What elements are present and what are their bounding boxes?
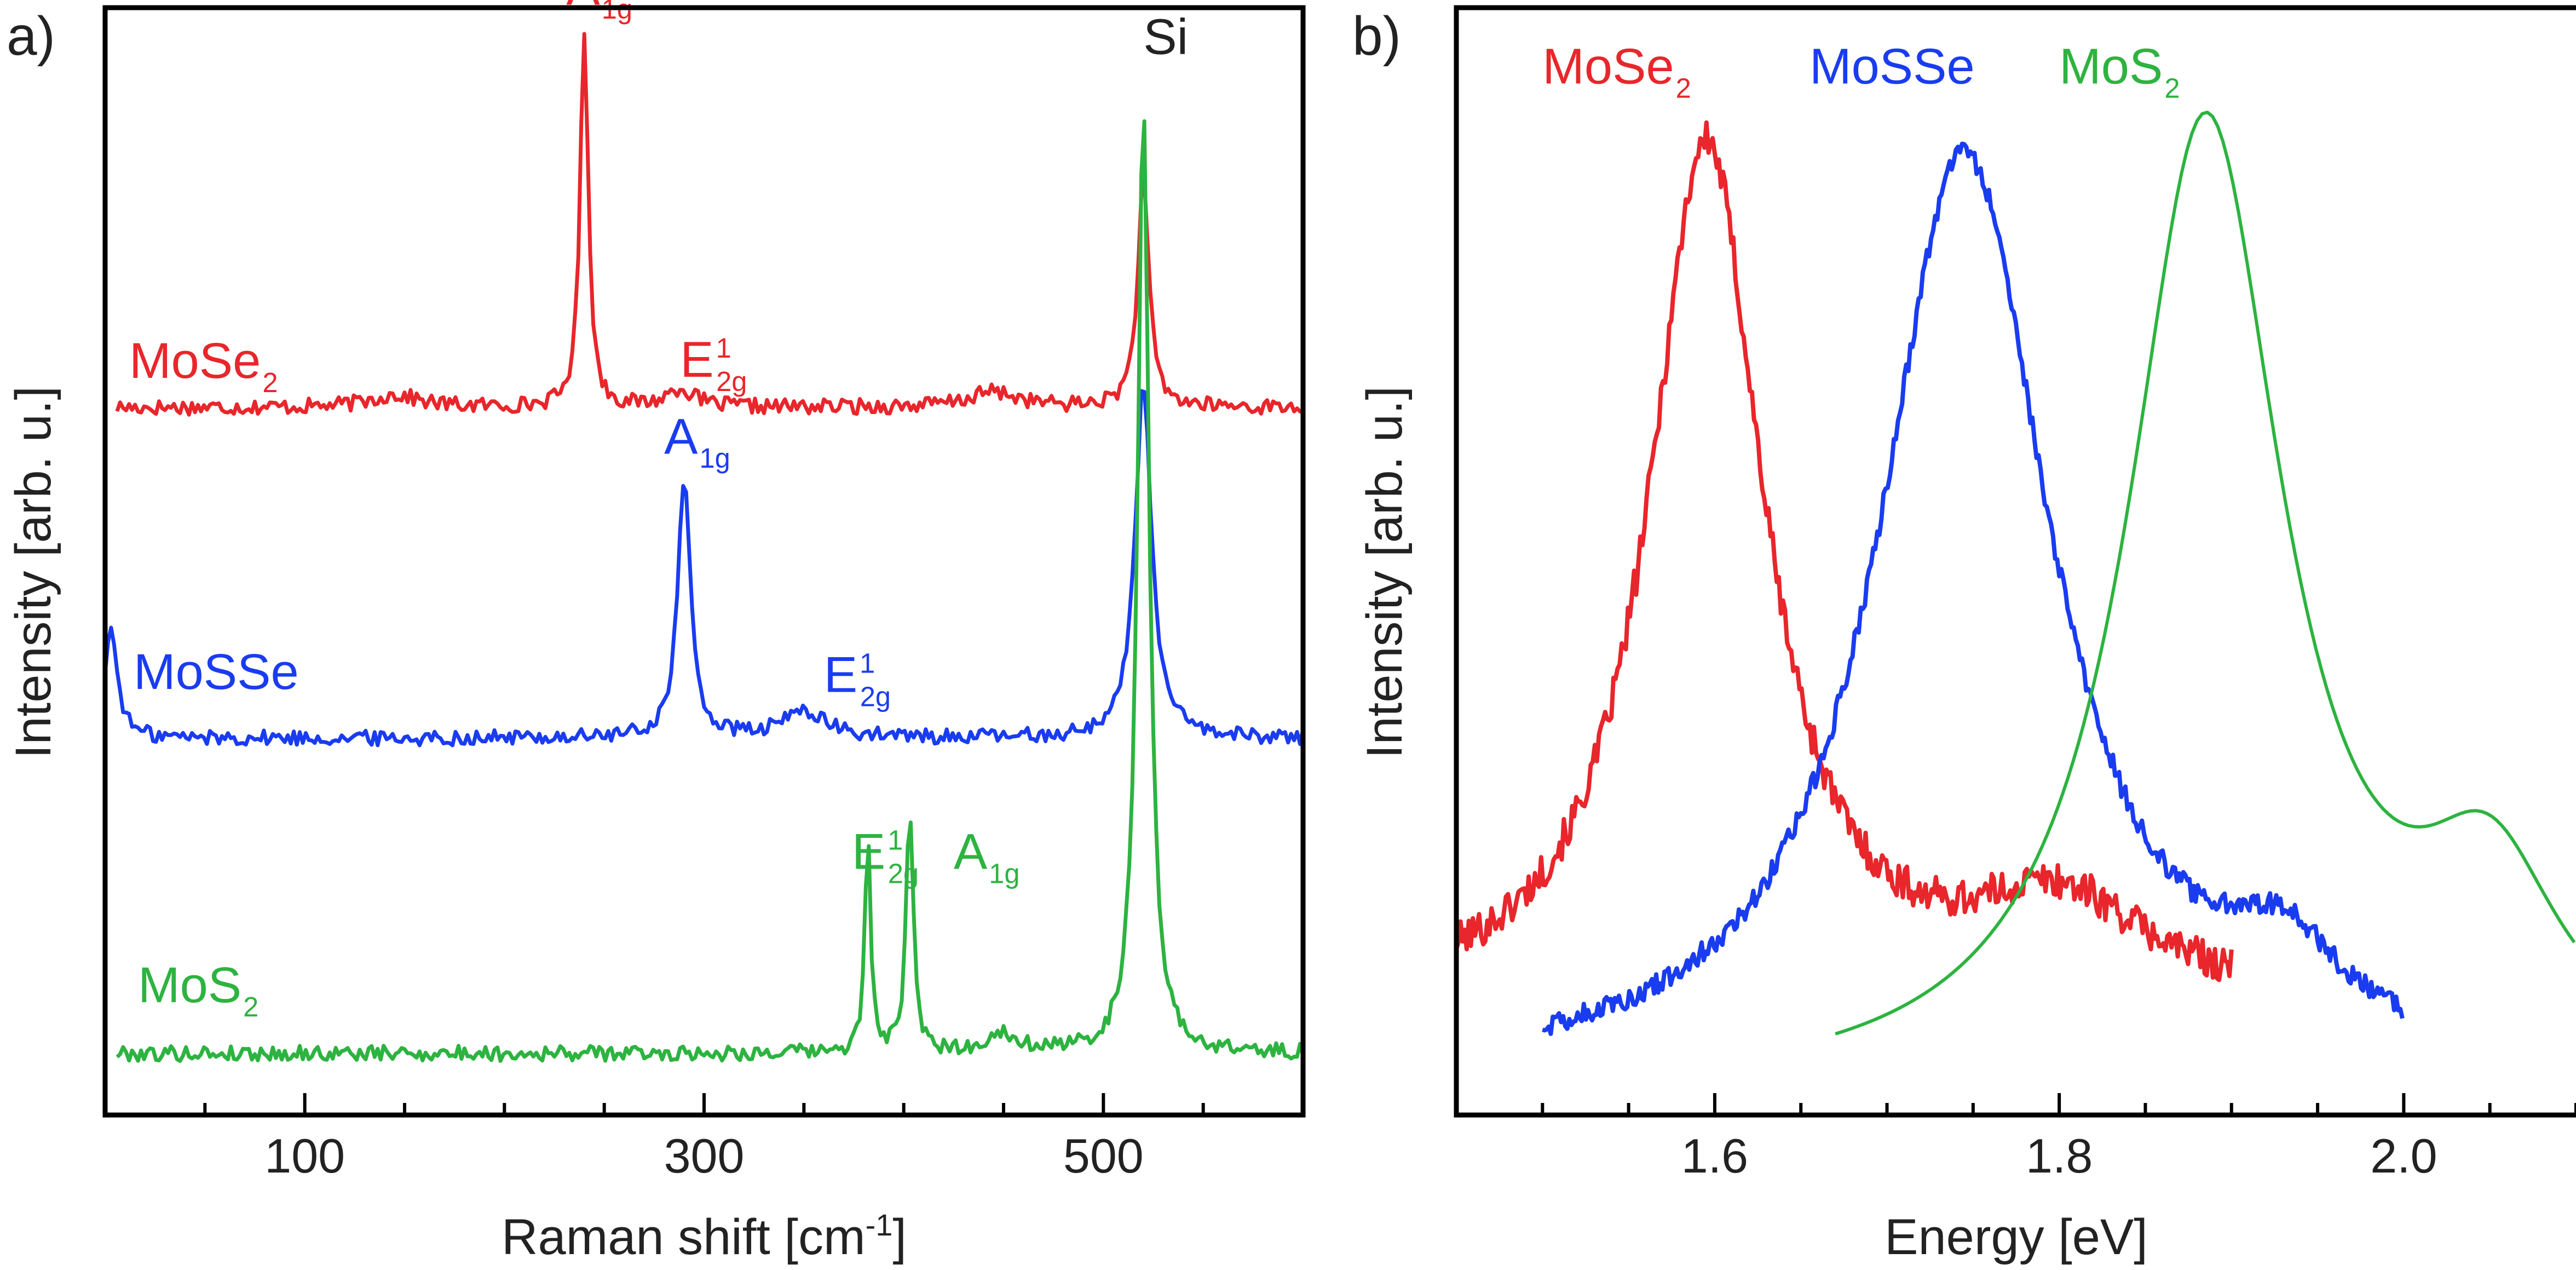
series-line-mose2 (1454, 120, 2234, 982)
peak-label-5: E1 2g (852, 824, 919, 889)
plot-frame-b (1454, 5, 2576, 1118)
series-line-mosse (103, 389, 1305, 748)
x-tick-label-b: 1.8 (2026, 1129, 2093, 1183)
series-line-mos2 (116, 119, 1305, 1063)
x-tick-label-a: 500 (1063, 1129, 1144, 1183)
peak-label-6: A1g (954, 824, 1020, 889)
x-axis-label-a: Raman shift [cm-1] (502, 1208, 907, 1265)
y-axis-label-b: Intensity [arb. u.] (1357, 386, 1413, 758)
x-tick-label-b: 1.6 (1681, 1129, 1748, 1183)
panel-b-photoluminescence: b) MoSe2 MoSSe MoS2 1.6 1.8 2.0 Energy [eV] Inte… (1352, 5, 2576, 1265)
x-tick-label-a: 100 (264, 1129, 345, 1183)
peak-label-3: A1g (664, 409, 730, 474)
peak-label-1: E1 2g (680, 332, 747, 397)
series-label-mosse: MoSSe (134, 644, 299, 700)
peak-label-0: A1g (566, 0, 632, 25)
series-line-mos2 (1835, 111, 2576, 1036)
series-line-mose2 (115, 32, 1304, 417)
series-label-mos2: MoS2 (138, 957, 258, 1022)
peak-label-2: Si (1143, 9, 1188, 65)
panel-label-b: b) (1352, 5, 1401, 67)
x-tick-label-b: 2.0 (2370, 1129, 2437, 1183)
panel-label-a: a) (7, 5, 55, 67)
series-label-mosse: MoSSe (1809, 39, 1975, 95)
series-label-mose2: MoSe2 (129, 333, 278, 398)
x-axis-label-b: Energy [eV] (1885, 1209, 2148, 1265)
peak-label-4: E1 2g (824, 647, 891, 712)
series-line-mosse (1542, 141, 2405, 1036)
series-label-mose2: MoSe2 (1542, 39, 1691, 104)
y-axis-label-a: Intensity [arb. u.] (5, 386, 61, 758)
x-tick-label-a: 300 (664, 1129, 745, 1183)
series-label-mos2: MoS2 (2059, 39, 2180, 104)
